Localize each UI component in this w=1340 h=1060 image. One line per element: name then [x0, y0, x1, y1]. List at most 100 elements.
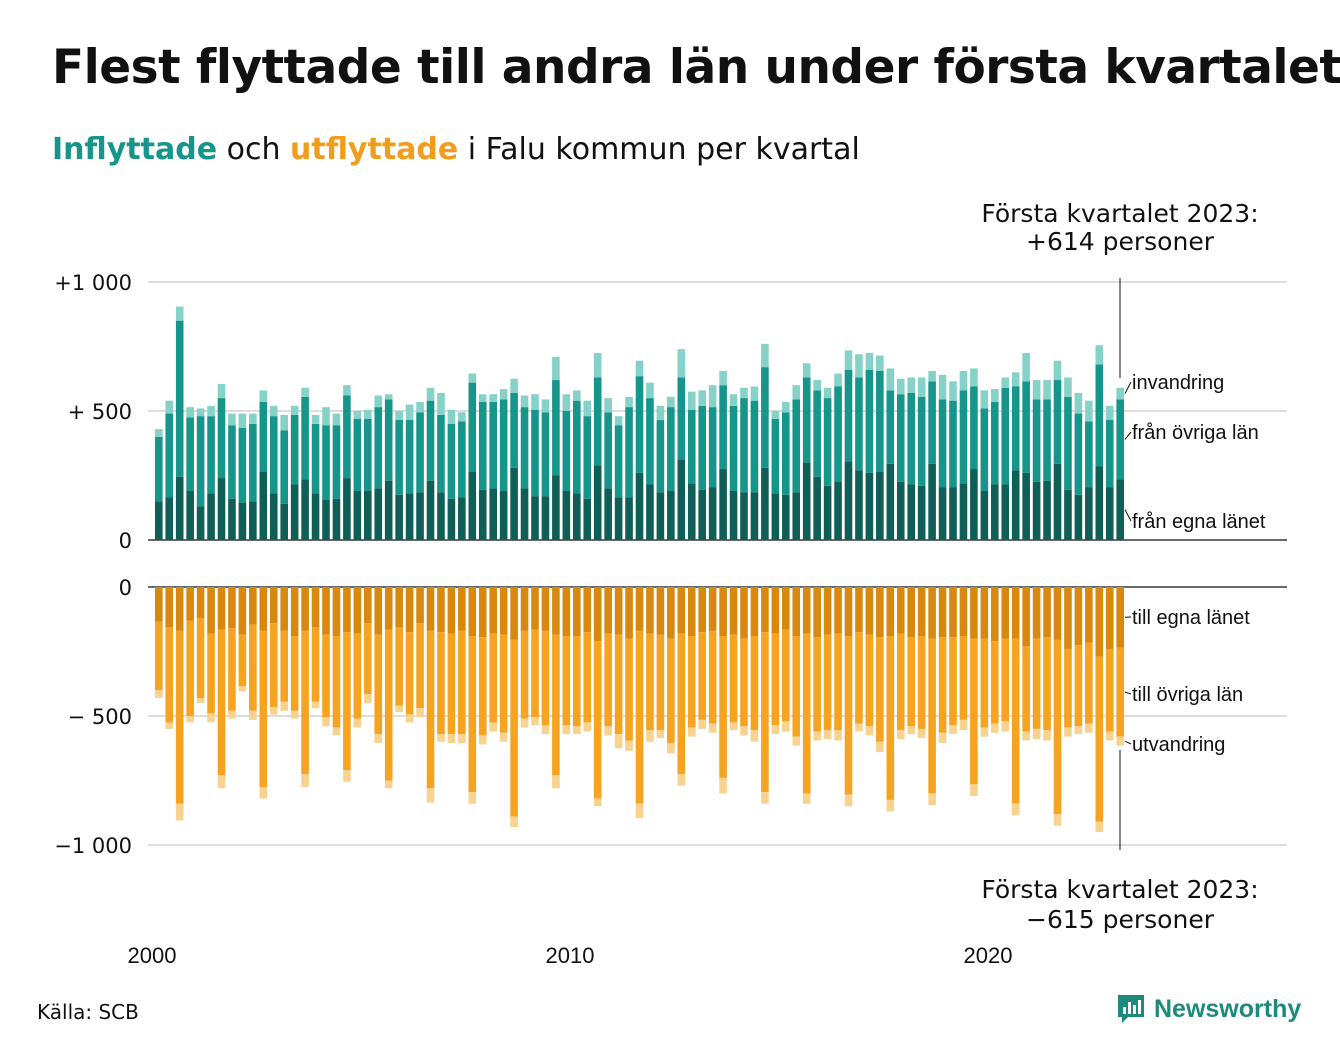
bar-invandring [207, 405, 215, 417]
bar-fran-egna-lanet [290, 484, 299, 540]
bar-invandring [1011, 372, 1020, 387]
bar-fran-egna-lanet [698, 489, 706, 540]
bar-invandring [782, 401, 790, 413]
bar-fran-ovriga-lan [269, 416, 278, 494]
bar-fran-ovriga-lan [1053, 380, 1062, 464]
bar-fran-egna-lanet [1032, 481, 1041, 540]
bar-fran-egna-lanet [1105, 487, 1114, 540]
bar-fran-egna-lanet [646, 484, 654, 540]
bar-fran-ovriga-lan [834, 386, 842, 482]
bar-utvandring [311, 701, 320, 709]
series-label-fran-ovriga-lan: från övriga län [1132, 422, 1259, 444]
bar-utvandring [855, 723, 863, 732]
bar-till-ovriga-lan [740, 638, 748, 727]
bar-fran-ovriga-lan [155, 436, 163, 502]
bar-fran-ovriga-lan [1011, 386, 1020, 471]
bar-till-egna-lanet [531, 587, 539, 630]
bar-utvandring [573, 726, 581, 735]
bar-fran-ovriga-lan [364, 418, 372, 491]
bar-fran-egna-lanet [917, 485, 926, 540]
bar-till-egna-lanet [1095, 587, 1104, 657]
bar-fran-ovriga-lan [437, 414, 445, 493]
bar-invandring [301, 387, 309, 397]
bar-till-egna-lanet [635, 587, 644, 631]
bar-utvandring [698, 719, 706, 729]
bar-fran-ovriga-lan [970, 386, 978, 470]
bar-till-ovriga-lan [196, 617, 205, 698]
bar-invandring [426, 387, 435, 401]
bar-fran-ovriga-lan [761, 367, 769, 468]
bar-fran-ovriga-lan [991, 401, 999, 485]
bar-till-ovriga-lan [949, 637, 957, 726]
bar-till-egna-lanet [322, 587, 330, 635]
bar-till-ovriga-lan [175, 630, 184, 804]
bar-fran-ovriga-lan [1116, 399, 1124, 480]
bar-fran-ovriga-lan [782, 412, 790, 495]
bar-till-egna-lanet [155, 587, 163, 622]
bar-till-ovriga-lan [656, 634, 665, 731]
bar-fran-egna-lanet [865, 472, 874, 540]
bar-utvandring [980, 727, 989, 737]
bar-fran-ovriga-lan [823, 398, 832, 486]
bar-till-ovriga-lan [761, 632, 769, 793]
bar-fran-egna-lanet [175, 476, 184, 540]
bar-invandring [802, 363, 811, 378]
bar-fran-egna-lanet [562, 490, 571, 540]
bar-utvandring [175, 803, 184, 821]
bar-utvandring [353, 718, 362, 728]
bar-till-ovriga-lan [1043, 637, 1051, 731]
bar-till-ovriga-lan [426, 630, 435, 789]
bar-fran-egna-lanet [1064, 489, 1072, 540]
bar-utvandring [1032, 728, 1041, 740]
bar-fran-ovriga-lan [583, 416, 592, 499]
bar-utvandring [687, 727, 696, 737]
bar-till-ovriga-lan [541, 630, 550, 726]
bar-invandring [834, 373, 842, 387]
bar-fran-egna-lanet [625, 497, 633, 540]
bar-till-ovriga-lan [301, 630, 309, 775]
bar-till-egna-lanet [729, 587, 738, 635]
bar-fran-egna-lanet [907, 484, 915, 540]
bar-utvandring [196, 697, 205, 704]
bar-fran-ovriga-lan [635, 376, 644, 473]
subtitle-och: och [217, 132, 290, 167]
bottom-y-tick-label: −1 000 [54, 834, 132, 858]
bar-utvandring [186, 716, 194, 723]
bar-fran-egna-lanet [604, 488, 612, 540]
bar-till-ovriga-lan [384, 629, 393, 781]
bar-invandring [499, 389, 508, 400]
bar-fran-ovriga-lan [573, 400, 581, 494]
bar-till-ovriga-lan [813, 637, 821, 732]
bar-fran-ovriga-lan [280, 430, 288, 504]
bar-till-ovriga-lan [1105, 648, 1114, 732]
top-y-tick-label: 0 [119, 529, 132, 553]
bar-fran-ovriga-lan [1032, 399, 1041, 482]
bar-fran-ovriga-lan [896, 394, 905, 482]
bar-till-ovriga-lan [238, 634, 247, 687]
bar-till-egna-lanet [343, 587, 351, 633]
bar-fran-egna-lanet [249, 501, 257, 540]
bar-fran-egna-lanet [489, 488, 497, 540]
bar-utvandring [520, 718, 529, 728]
bar-fran-egna-lanet [353, 490, 362, 540]
bar-till-egna-lanet [1074, 587, 1083, 646]
bar-fran-egna-lanet [228, 498, 236, 540]
bar-till-egna-lanet [447, 587, 456, 634]
bar-till-egna-lanet [249, 587, 257, 625]
bar-invandring [1053, 360, 1062, 381]
bar-utvandring [656, 730, 665, 738]
chart-title: Flest flyttade till andra län under förs… [52, 40, 1340, 95]
bar-fran-egna-lanet [447, 498, 456, 540]
bar-till-egna-lanet [1105, 587, 1114, 649]
bar-fran-ovriga-lan [771, 418, 780, 494]
bar-utvandring [970, 784, 978, 796]
bar-fran-egna-lanet [750, 492, 759, 540]
bar-fran-egna-lanet [729, 490, 738, 540]
bar-utvandring [907, 726, 915, 735]
bar-till-ovriga-lan [573, 636, 581, 727]
bar-till-egna-lanet [667, 587, 675, 639]
bar-till-egna-lanet [813, 587, 821, 638]
bar-fran-ovriga-lan [343, 395, 351, 479]
bar-utvandring [761, 792, 769, 804]
bar-fran-ovriga-lan [478, 401, 487, 490]
